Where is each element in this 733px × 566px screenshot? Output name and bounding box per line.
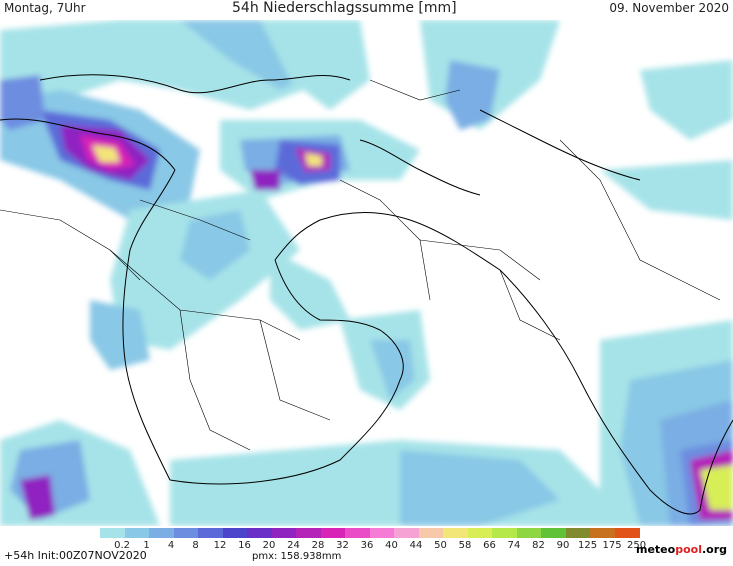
legend-tick-label: 44 <box>409 540 423 551</box>
legend-swatch <box>100 528 125 538</box>
logo-text-accent: pool <box>675 543 702 556</box>
legend-swatch <box>296 528 321 538</box>
legend-tick-label: 74 <box>507 540 521 551</box>
legend-swatch <box>345 528 370 538</box>
legend-swatch <box>198 528 223 538</box>
legend-swatch <box>443 528 468 538</box>
legend-tick-label: 8 <box>192 540 199 551</box>
precipitation-field <box>0 20 733 526</box>
legend-swatch <box>320 528 346 538</box>
init-time-label: +54h Init:00Z07NOV2020 <box>4 549 147 562</box>
logo-text-main: meteo <box>636 543 676 556</box>
legend-swatch <box>590 528 615 538</box>
legend-swatch <box>516 528 542 538</box>
legend-tick-label: 90 <box>556 540 570 551</box>
legend-swatch <box>247 528 272 538</box>
legend-tick-label: 36 <box>360 540 374 551</box>
legend-tick-label: 50 <box>434 540 447 551</box>
legend-tick-label: 28 <box>311 540 325 551</box>
legend-swatch <box>369 528 395 538</box>
legend-tick-label: 32 <box>336 540 349 551</box>
legend-tick-label: 16 <box>238 540 251 551</box>
map-header: Montag, 7Uhr 54h Niederschlagssumme [mm]… <box>0 0 733 20</box>
legend-tick-label: 0.2 <box>114 540 130 551</box>
precipitation-map <box>0 20 733 526</box>
forecast-date-label: 09. November 2020 <box>609 1 729 15</box>
max-precipitation-label: pmx: 158.938mm <box>252 551 342 562</box>
legend-tick-label: 20 <box>262 540 276 551</box>
legend-swatch <box>124 528 150 538</box>
legend-tick-label: 125 <box>578 540 598 551</box>
map-title: 54h Niederschlagssumme [mm] <box>232 0 457 16</box>
legend-swatch <box>418 528 444 538</box>
legend-tick-label: 1 <box>143 540 150 551</box>
legend-swatch <box>614 528 640 538</box>
legend-tick-label: 40 <box>385 540 398 551</box>
legend-tick-label: 250 <box>627 540 647 551</box>
legend-swatch <box>222 528 248 538</box>
logo-text-tail: .org <box>701 543 728 556</box>
coastlines <box>0 74 733 515</box>
country-borders <box>0 79 721 451</box>
legend-swatch <box>394 528 419 538</box>
legend-tick-label: 58 <box>458 540 472 551</box>
forecast-time-label: Montag, 7Uhr <box>4 1 86 15</box>
legend-tick-label: 66 <box>483 540 496 551</box>
legend-swatch <box>565 528 591 538</box>
legend-tick-label: 24 <box>287 540 300 551</box>
legend-swatch <box>467 528 493 538</box>
meteopool-logo[interactable]: meteopool.org <box>636 543 727 556</box>
legend-swatch <box>271 528 297 538</box>
legend-tick-label: 175 <box>602 540 622 551</box>
legend-swatch <box>149 528 174 538</box>
legend-tick-label: 82 <box>532 540 545 551</box>
legend-tick-label: 12 <box>213 540 227 551</box>
legend-swatch <box>492 528 517 538</box>
legend-swatch <box>173 528 199 538</box>
legend-tick-label: 4 <box>167 540 175 551</box>
legend-swatch <box>541 528 566 538</box>
